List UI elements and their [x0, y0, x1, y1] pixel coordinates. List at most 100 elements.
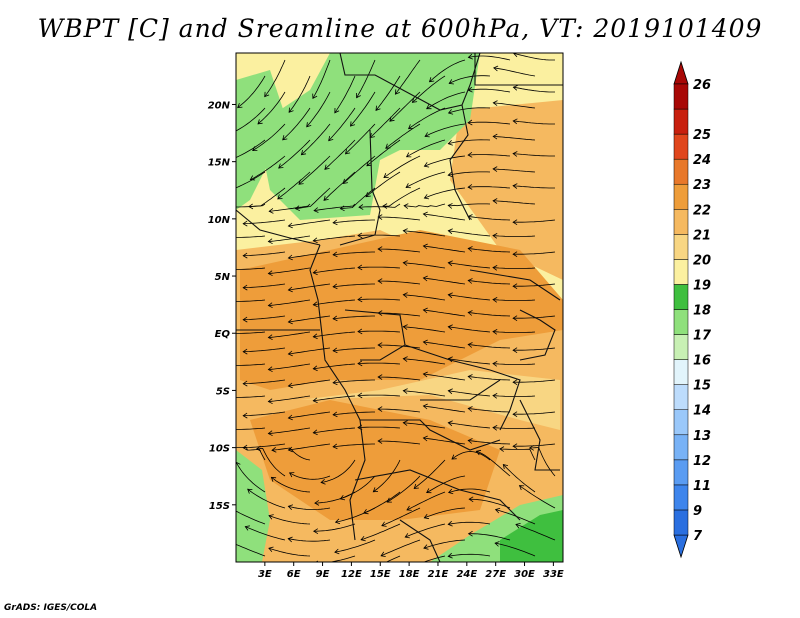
streamline-arrow: [323, 195, 329, 201]
lon-tick-label: 27E: [485, 569, 506, 580]
streamline: [378, 248, 421, 253]
streamline-arrow: [320, 479, 326, 485]
streamline: [513, 315, 556, 319]
streamline: [236, 171, 266, 189]
streamline-arrow: [426, 488, 432, 494]
streamline: [448, 422, 491, 429]
streamline-arrow: [237, 102, 243, 109]
lon-tick-label: 21E: [428, 569, 449, 580]
streamline: [288, 251, 331, 259]
streamline: [448, 294, 491, 301]
streamline: [403, 422, 446, 429]
streamline-arrow: [313, 207, 319, 213]
streamline-arrow: [242, 252, 248, 259]
streamline-arrow: [287, 254, 293, 261]
streamline: [513, 120, 555, 125]
streamline: [288, 379, 331, 387]
streamline-arrow: [287, 536, 293, 543]
streamline: [268, 515, 311, 525]
streamline-arrow: [242, 380, 248, 387]
streamline-arrow: [334, 107, 340, 114]
lat-tick-label: EQ: [215, 329, 231, 340]
streamline-arrow: [447, 420, 453, 427]
streamline: [468, 376, 511, 381]
streamline-arrow: [467, 438, 473, 444]
streamline: [476, 450, 511, 477]
lat-tick-label: 5N: [215, 272, 231, 283]
streamline: [288, 411, 331, 419]
colorbar-top-arrow: [673, 60, 689, 85]
streamline-arrow: [389, 116, 395, 122]
streamline: [448, 203, 491, 207]
streamline-arrow: [242, 412, 248, 419]
streamline-arrow: [282, 135, 288, 141]
streamline: [243, 251, 286, 257]
streamline-arrow: [467, 53, 473, 60]
streamline-arrow: [512, 411, 518, 418]
streamline-arrow: [332, 379, 338, 386]
streamline: [448, 107, 491, 114]
streamline: [468, 533, 511, 541]
streamline: [328, 555, 356, 562]
streamline-arrow: [377, 438, 383, 444]
streamline: [469, 498, 511, 509]
streamline: [513, 185, 555, 189]
streamline: [448, 358, 491, 365]
streamline-arrow: [288, 107, 294, 113]
lon-tick-label: 9E: [316, 569, 330, 580]
streamline-arrow: [357, 232, 363, 239]
streamline: [515, 524, 556, 541]
streamline-arrow: [271, 446, 277, 453]
streamline: [289, 472, 331, 480]
streamline: [268, 235, 311, 242]
streamline-arrow: [342, 178, 348, 185]
streamline-arrow: [447, 552, 453, 559]
streamline-arrow: [372, 487, 379, 493]
streamline: [264, 59, 286, 97]
streamline: [423, 437, 466, 445]
streamline: [468, 344, 511, 349]
streamline-arrow: [357, 296, 363, 303]
border-line: [399, 519, 441, 562]
streamline-arrow: [423, 513, 430, 520]
streamline-arrow: [447, 171, 453, 178]
streamline-arrow: [447, 260, 453, 267]
streamline: [448, 488, 491, 493]
streamline-arrow: [332, 347, 338, 354]
streamline-arrow: [228, 187, 233, 192]
streamline: [380, 539, 421, 557]
border-line: [474, 53, 563, 86]
streamline-arrow: [226, 540, 231, 545]
streamline-arrow: [451, 454, 457, 460]
streamline: [519, 485, 556, 509]
streamline: [423, 539, 466, 549]
streamline: [257, 91, 286, 125]
lon-tick-label: 33E: [543, 569, 564, 580]
streamline-arrow: [382, 203, 388, 209]
streamline-arrow: [424, 132, 430, 138]
streamline-arrow: [528, 444, 534, 451]
streamline: [335, 507, 376, 523]
streamline: [513, 379, 556, 383]
streamline: [245, 526, 286, 541]
streamline-arrow: [287, 318, 293, 325]
streamline-arrow: [394, 89, 400, 95]
border-line: [339, 129, 381, 246]
streamline-arrow: [405, 183, 411, 189]
streamline: [403, 262, 446, 269]
streamline: [468, 248, 511, 253]
streamline: [405, 171, 446, 188]
streamline-arrow: [312, 429, 318, 436]
streamline: [269, 203, 311, 212]
streamline: [350, 91, 376, 127]
colorbar-swatch: [673, 158, 689, 185]
streamline: [468, 280, 511, 285]
streamline-arrow: [447, 388, 453, 395]
streamline-arrow: [314, 500, 320, 506]
streamline: [448, 139, 491, 145]
streamline-arrow: [447, 292, 453, 299]
streamline: [513, 283, 556, 287]
streamline: [404, 203, 446, 208]
streamline-arrow: [402, 356, 408, 362]
streamline-arrow: [267, 366, 273, 373]
